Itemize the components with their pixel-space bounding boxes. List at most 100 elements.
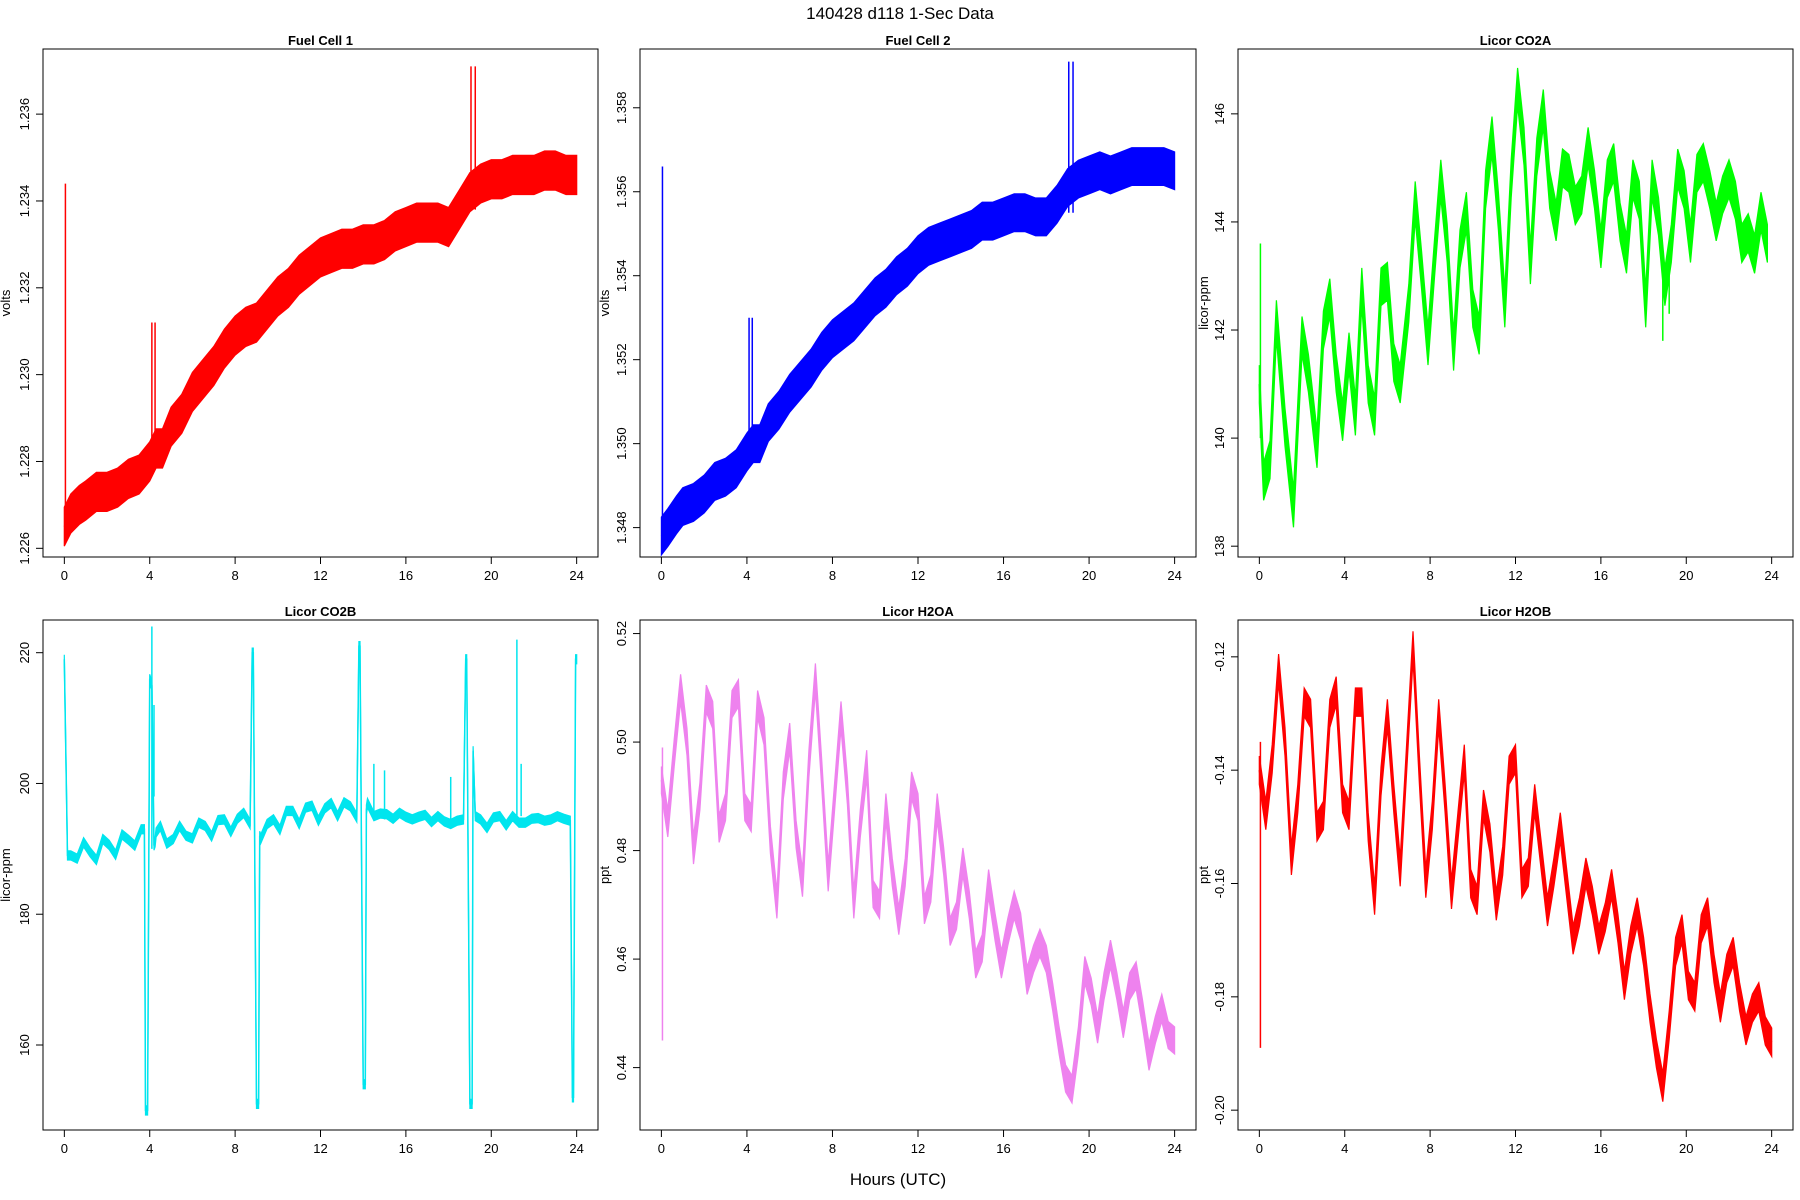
x-tick-label: 16 <box>399 1141 413 1156</box>
x-tick-label: 20 <box>1082 568 1096 583</box>
series-band <box>1258 631 1773 1102</box>
figure-title: 140428 d118 1-Sec Data <box>806 4 994 23</box>
y-tick-label: -0.18 <box>1212 982 1227 1012</box>
x-tick-label: 20 <box>1679 1141 1693 1156</box>
plot-frame <box>42 619 599 1131</box>
series-line <box>63 169 577 527</box>
x-tick-label: 4 <box>1341 1141 1348 1156</box>
y-tick-label: 0.46 <box>614 946 629 971</box>
y-tick-label: 146 <box>1212 103 1227 125</box>
y-axis-label: volts <box>597 289 612 316</box>
y-tick-label: 1.356 <box>614 175 629 208</box>
y-tick-label: 1.358 <box>614 92 629 125</box>
x-tick-label: 16 <box>1594 1141 1608 1156</box>
y-tick-label: 1.352 <box>614 343 629 376</box>
x-tick-label: 4 <box>743 1141 750 1156</box>
y-axis-label: licor-ppm <box>0 848 13 901</box>
y-tick-label: 1.350 <box>614 427 629 460</box>
x-tick-label: 16 <box>996 1141 1010 1156</box>
plot-frame <box>639 619 1197 1131</box>
series-line <box>1258 645 1773 1088</box>
x-tick-label: 20 <box>484 1141 498 1156</box>
x-tick-label: 24 <box>569 568 583 583</box>
chart-licor-h2oa: Licor H2OA ppt 0 4 8 12 16 20 24 0.44 0.46 0.48 0.50… <box>597 604 1197 1156</box>
series-band <box>63 150 578 547</box>
x-tick-label: 20 <box>1082 1141 1096 1156</box>
y-tick-label: 1.232 <box>17 272 32 305</box>
y-tick-label: 1.226 <box>17 532 32 565</box>
chart-title: Fuel Cell 1 <box>288 33 353 48</box>
y-tick-label: 1.228 <box>17 445 32 478</box>
y-tick-label: 200 <box>17 773 32 795</box>
y-axis-label: volts <box>0 289 13 316</box>
x-tick-label: 8 <box>829 1141 836 1156</box>
x-tick-label: 0 <box>658 1141 665 1156</box>
x-tick-label: 4 <box>146 568 153 583</box>
chart-fuel-cell-1: Fuel Cell 1 volts 0 4 8 12 16 20 24 1.226 1.228 1.2… <box>0 33 599 583</box>
x-tick-label: 4 <box>146 1141 153 1156</box>
series-line <box>1258 86 1769 509</box>
chart-panels: Fuel Cell 1 volts 0 4 8 12 16 20 24 1.226 1.228 1.2… <box>0 33 1794 1156</box>
chart-title: Licor CO2B <box>285 604 357 619</box>
y-tick-label: 1.230 <box>17 358 32 391</box>
x-tick-label: 24 <box>1764 568 1778 583</box>
x-tick-label: 8 <box>829 568 836 583</box>
y-tick-label: 0.44 <box>614 1055 629 1080</box>
y-tick-label: -0.16 <box>1212 869 1227 899</box>
x-tick-label: 20 <box>1679 568 1693 583</box>
chart-title: Licor CO2A <box>1480 33 1552 48</box>
x-tick-label: 20 <box>484 568 498 583</box>
x-tick-label: 12 <box>1508 1141 1522 1156</box>
x-tick-label: 8 <box>231 568 238 583</box>
x-tick-label: 0 <box>61 568 68 583</box>
x-tick-label: 0 <box>1256 568 1263 583</box>
y-tick-label: 1.236 <box>17 98 32 131</box>
series-band <box>63 640 578 1116</box>
series-band <box>1258 67 1769 528</box>
chart-title: Licor H2OB <box>1480 604 1552 619</box>
x-tick-label: 16 <box>1594 568 1608 583</box>
x-tick-label: 24 <box>1764 1141 1778 1156</box>
y-tick-label: 140 <box>1212 427 1227 449</box>
y-tick-label: 144 <box>1212 211 1227 233</box>
x-tick-label: 4 <box>743 568 750 583</box>
x-tick-label: 12 <box>1508 568 1522 583</box>
x-tick-label: 12 <box>313 1141 327 1156</box>
y-tick-label: 1.234 <box>17 185 32 218</box>
series-band <box>660 663 1176 1105</box>
series-line <box>660 676 1176 1092</box>
x-tick-label: 8 <box>231 1141 238 1156</box>
chart-title: Fuel Cell 2 <box>885 33 950 48</box>
y-tick-label: 220 <box>17 642 32 664</box>
y-axis-label: licor-ppm <box>1196 276 1211 329</box>
chart-fuel-cell-2: Fuel Cell 2 volts 0 4 8 12 16 20 24 1.348 1.350 1.3… <box>597 33 1197 583</box>
y-tick-label: 0.50 <box>614 729 629 754</box>
y-axis-label: ppt <box>1196 866 1211 884</box>
x-tick-label: 12 <box>911 568 925 583</box>
y-tick-label: 1.354 <box>614 259 629 292</box>
x-tick-label: 12 <box>911 1141 925 1156</box>
chart-licor-h2ob: Licor H2OB ppt 0 4 8 12 16 20 24 -0.20 -0.18 -0.16 -… <box>1196 604 1794 1156</box>
y-tick-label: 142 <box>1212 319 1227 341</box>
x-tick-label: 8 <box>1426 568 1433 583</box>
chart-licor-co2b: Licor CO2B licor-ppm 0 4 8 12 16 20 24 160 180 200 2… <box>0 604 599 1156</box>
series-line <box>63 645 577 1112</box>
figure-x-axis-label: Hours (UTC) <box>850 1170 946 1189</box>
x-tick-label: 0 <box>658 568 665 583</box>
x-tick-label: 4 <box>1341 568 1348 583</box>
x-tick-label: 16 <box>399 568 413 583</box>
chart-title: Licor H2OA <box>882 604 954 619</box>
x-tick-label: 24 <box>1167 568 1181 583</box>
y-tick-label: 0.52 <box>614 621 629 646</box>
x-tick-label: 12 <box>313 568 327 583</box>
x-tick-label: 0 <box>1256 1141 1263 1156</box>
y-tick-label: 0.48 <box>614 838 629 863</box>
y-tick-label: -0.14 <box>1212 755 1227 785</box>
series-line <box>660 165 1175 537</box>
series-band <box>660 147 1176 557</box>
x-tick-label: 16 <box>996 568 1010 583</box>
plot-frame <box>1237 619 1794 1131</box>
y-tick-label: 160 <box>17 1034 32 1056</box>
x-tick-label: 24 <box>1167 1141 1181 1156</box>
